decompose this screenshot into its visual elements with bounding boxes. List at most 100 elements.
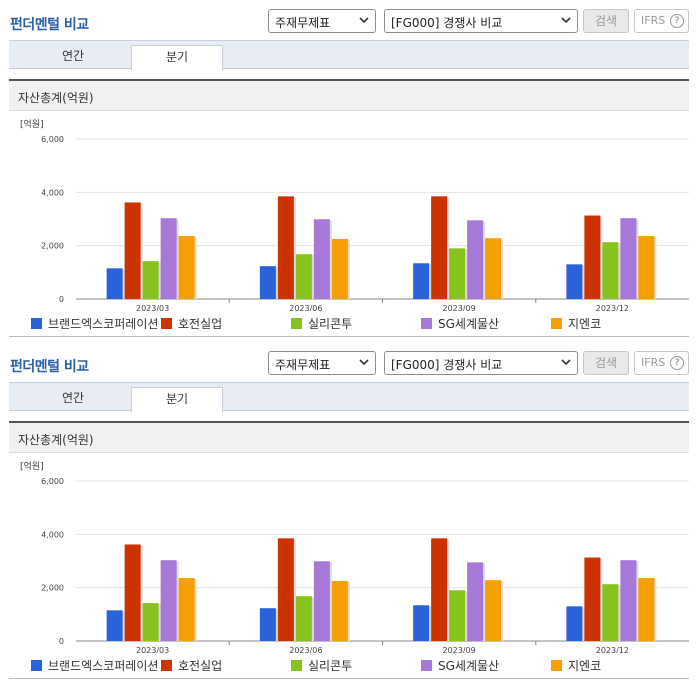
- legend-swatch: [421, 660, 432, 671]
- chart-container: 자산총계(억원) [억원] 0 2,000 4,000 6,000 2023/03 2023…: [9, 421, 689, 679]
- chart-container: 자산총계(억원) [억원] 0 2,000 4,000 6,000 2023/03 2023…: [9, 79, 689, 337]
- bar: [124, 544, 141, 641]
- help-circle-icon: ?: [670, 356, 684, 370]
- bar: [331, 239, 348, 299]
- legend-item[interactable]: 브랜드엑스코퍼레이션: [31, 657, 158, 674]
- legend-item[interactable]: 지엔코: [551, 657, 601, 674]
- compare-group-select[interactable]: [FG000] 경쟁사 비교: [384, 351, 578, 375]
- bar-chart: [억원] 0 2,000 4,000 6,000 2023/03 2023/06 2023/0…: [20, 118, 689, 311]
- legend-item[interactable]: 호전실업: [161, 315, 222, 332]
- legend-item[interactable]: SG세계물산: [421, 315, 499, 332]
- statement-type-select[interactable]: 주재무제표: [268, 9, 376, 33]
- bar: [431, 538, 448, 641]
- x-tick-label: 2023/12: [596, 646, 629, 653]
- bar: [160, 560, 177, 641]
- chevron-down-icon: [359, 359, 369, 366]
- legend-item[interactable]: 실리콘투: [291, 657, 352, 674]
- statement-type-value: 주재무제표: [275, 16, 331, 30]
- chevron-down-icon: [561, 359, 571, 366]
- tab-annual[interactable]: 연간: [61, 391, 85, 405]
- bar: [467, 220, 484, 299]
- legend-swatch: [421, 318, 432, 329]
- tab-quarterly[interactable]: 분기: [131, 387, 223, 412]
- bar: [160, 218, 177, 299]
- search-button[interactable]: 검색: [583, 351, 629, 375]
- bar: [413, 605, 430, 641]
- y-tick-label: 6,000: [41, 135, 64, 144]
- chevron-down-icon: [359, 17, 369, 24]
- bar: [431, 196, 448, 299]
- bar: [566, 606, 583, 641]
- statement-type-select[interactable]: 주재무제표: [268, 351, 376, 375]
- bar: [467, 562, 484, 641]
- x-tick-label: 2023/03: [136, 304, 169, 311]
- ifrs-help-button[interactable]: IFRS ?: [634, 9, 689, 33]
- legend-label: 브랜드엑스코퍼레이션: [48, 659, 159, 673]
- fundamental-compare-section: 펀더멘털 비교 주재무제표 [FG000] 경쟁사 비교 검색 IFRS ? 연…: [0, 0, 696, 337]
- x-tick-label: 2023/09: [443, 304, 476, 311]
- legend-item[interactable]: 호전실업: [161, 657, 222, 674]
- bar-chart: [억원] 0 2,000 4,000 6,000 2023/03 2023/06 2023/0…: [20, 460, 689, 653]
- y-unit-label: [억원]: [20, 460, 44, 472]
- bar: [277, 538, 294, 641]
- bar: [142, 261, 159, 299]
- y-tick-label: 2,000: [41, 242, 64, 251]
- period-tabs: 연간 분기: [9, 382, 689, 412]
- bar: [413, 263, 430, 299]
- legend-label: SG세계물산: [438, 659, 500, 673]
- bar: [142, 603, 159, 641]
- legend-label: 지엔코: [568, 659, 602, 673]
- legend-label: SG세계물산: [438, 317, 500, 331]
- chart-title: 자산총계(억원): [18, 91, 94, 105]
- tab-quarterly[interactable]: 분기: [131, 45, 223, 70]
- bar: [602, 242, 619, 299]
- chart-title: 자산총계(억원): [18, 433, 94, 447]
- legend-label: 호전실업: [178, 317, 223, 331]
- legend-item[interactable]: 실리콘투: [291, 315, 352, 332]
- legend-label: 호전실업: [178, 659, 223, 673]
- x-tick-label: 2023/06: [289, 646, 322, 653]
- ifrs-help-button[interactable]: IFRS ?: [634, 351, 689, 375]
- bar: [485, 238, 502, 299]
- bar: [178, 578, 195, 641]
- legend-item[interactable]: SG세계물산: [421, 657, 499, 674]
- y-tick-label: 2,000: [41, 584, 64, 593]
- legend-swatch: [161, 660, 172, 671]
- y-tick-label: 4,000: [41, 530, 64, 539]
- bar: [449, 590, 466, 641]
- fundamental-compare-section: 펀더멘털 비교 주재무제표 [FG000] 경쟁사 비교 검색 IFRS ? 연…: [0, 342, 696, 684]
- x-tick-label: 2023/09: [443, 646, 476, 653]
- x-tick-label: 2023/06: [289, 304, 322, 311]
- bar: [584, 557, 601, 641]
- bar: [620, 218, 637, 299]
- bar: [638, 578, 655, 641]
- bar: [259, 266, 276, 299]
- legend-swatch: [161, 318, 172, 329]
- legend-swatch: [551, 660, 562, 671]
- y-unit-label: [억원]: [20, 118, 44, 130]
- ifrs-label: IFRS: [641, 356, 666, 369]
- legend-label: 브랜드엑스코퍼레이션: [48, 317, 159, 331]
- bar: [106, 268, 123, 299]
- legend-swatch: [551, 318, 562, 329]
- section-header: 펀더멘털 비교 주재무제표 [FG000] 경쟁사 비교 검색 IFRS ?: [0, 0, 696, 40]
- legend-item[interactable]: 브랜드엑스코퍼레이션: [31, 315, 158, 332]
- compare-group-select[interactable]: [FG000] 경쟁사 비교: [384, 9, 578, 33]
- bar: [178, 236, 195, 299]
- statement-type-value: 주재무제표: [275, 358, 331, 372]
- legend-label: 실리콘투: [308, 317, 353, 331]
- legend-swatch: [31, 660, 42, 671]
- y-tick-label: 0: [59, 637, 64, 646]
- tab-annual[interactable]: 연간: [61, 49, 85, 63]
- search-button[interactable]: 검색: [583, 9, 629, 33]
- bar: [584, 215, 601, 299]
- legend-swatch: [31, 318, 42, 329]
- bar: [566, 264, 583, 299]
- bar: [295, 596, 312, 641]
- bar: [277, 196, 294, 299]
- section-title: 펀더멘털 비교: [10, 359, 89, 375]
- compare-group-value: [FG000] 경쟁사 비교: [391, 16, 503, 30]
- x-tick-label: 2023/12: [596, 304, 629, 311]
- legend-item[interactable]: 지엔코: [551, 315, 601, 332]
- chevron-down-icon: [561, 17, 571, 24]
